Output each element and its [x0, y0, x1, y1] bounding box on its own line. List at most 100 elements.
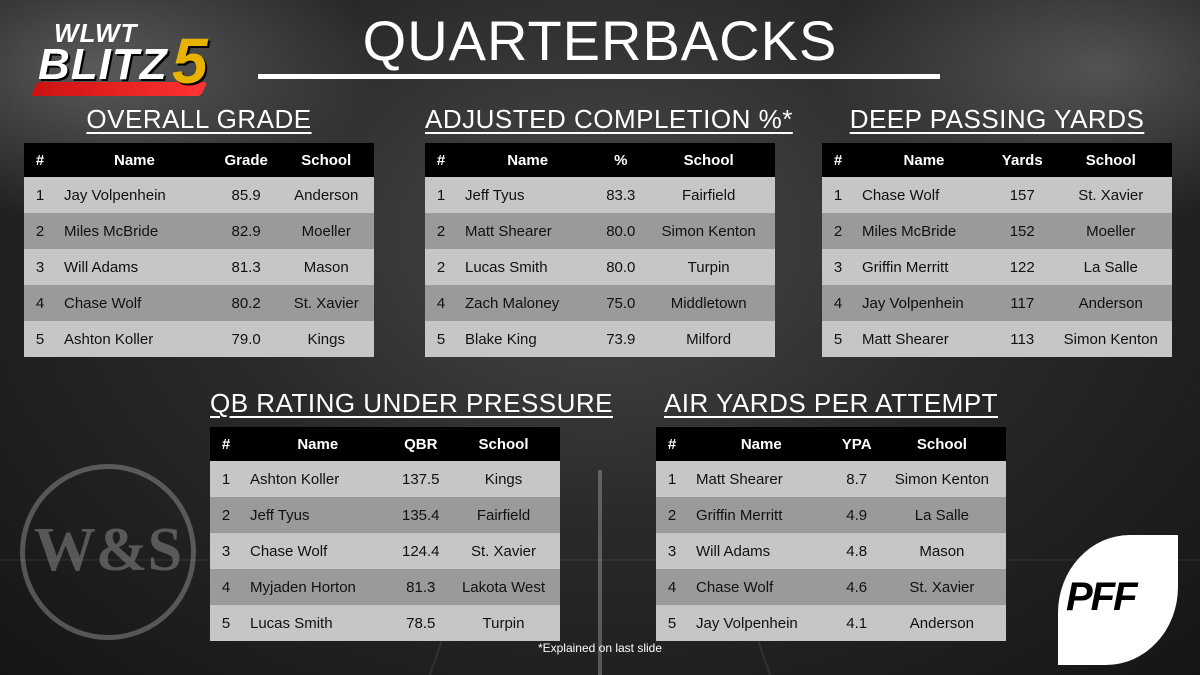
table-row: 3 Will Adams 81.3 Mason — [24, 249, 374, 285]
section-title: AIR YARDS PER ATTEMPT — [663, 388, 999, 418]
col-header-rank: # — [425, 143, 457, 177]
cell-value: 73.9 — [599, 321, 643, 357]
overall-grade-table: # Name Grade School 1 Jay Volpenhein 85.9 A… — [24, 143, 374, 357]
table-row: 2 Griffin Merritt 4.9 La Salle — [656, 497, 1006, 533]
air-yards-table: # Name YPA School 1 Matt Shearer 8.7 Simon … — [656, 427, 1006, 641]
cell-rank: 2 — [425, 249, 457, 285]
cell-name: Jeff Tyus — [457, 177, 600, 213]
col-header-value: YPA — [835, 427, 878, 461]
col-header-name: Name — [56, 143, 214, 177]
cell-school: Simon Kenton — [642, 213, 775, 249]
ws-logo-text: W&S — [33, 516, 183, 584]
cell-school: Simon Kenton — [1049, 321, 1172, 357]
col-header-name: Name — [854, 143, 995, 177]
cell-school: Kings — [447, 461, 560, 497]
pff-logo: PFF — [1058, 535, 1178, 665]
cell-school: Moeller — [1049, 213, 1172, 249]
cell-name: Matt Shearer — [688, 461, 836, 497]
cell-school: Anderson — [278, 177, 374, 213]
cell-rank: 5 — [210, 605, 242, 641]
adjusted-completion-table: # Name % School 1 Jeff Tyus 83.3 Fairfield 2… — [425, 143, 775, 357]
col-header-school: School — [642, 143, 775, 177]
deep-passing-section: DEEP PASSING YARDS # Name Yards School 1… — [822, 104, 1172, 357]
cell-rank: 4 — [822, 285, 854, 321]
cell-rank: 1 — [425, 177, 457, 213]
cell-name: Chase Wolf — [56, 285, 214, 321]
table-row: 5 Ashton Koller 79.0 Kings — [24, 321, 374, 357]
cell-rank: 5 — [656, 605, 688, 641]
logo-wlwt-text: WLWT — [54, 18, 138, 48]
cell-school: La Salle — [1049, 249, 1172, 285]
adjusted-completion-section: ADJUSTED COMPLETION %* # Name % School 1… — [425, 104, 793, 357]
cell-school: Milford — [642, 321, 775, 357]
table-row: 2 Lucas Smith 80.0 Turpin — [425, 249, 775, 285]
table-row: 5 Matt Shearer 113 Simon Kenton — [822, 321, 1172, 357]
cell-rank: 3 — [822, 249, 854, 285]
cell-value: 75.0 — [599, 285, 643, 321]
table-row: 1 Matt Shearer 8.7 Simon Kenton — [656, 461, 1006, 497]
col-header-value: Grade — [213, 143, 279, 177]
section-title: ADJUSTED COMPLETION %* — [425, 104, 793, 134]
col-header-value: Yards — [994, 143, 1050, 177]
cell-school: Lakota West — [447, 569, 560, 605]
cell-value: 83.3 — [599, 177, 643, 213]
cell-name: Miles McBride — [56, 213, 214, 249]
cell-name: Zach Maloney — [457, 285, 600, 321]
table-row: 2 Miles McBride 152 Moeller — [822, 213, 1172, 249]
cell-value: 81.3 — [213, 249, 279, 285]
cell-name: Matt Shearer — [854, 321, 995, 357]
cell-rank: 3 — [24, 249, 56, 285]
cell-name: Lucas Smith — [242, 605, 395, 641]
section-title: DEEP PASSING YARDS — [849, 104, 1145, 134]
qb-pressure-section: QB RATING UNDER PRESSURE # Name QBR Scho… — [210, 388, 614, 641]
section-title: OVERALL GRADE — [86, 104, 312, 134]
cell-rank: 1 — [210, 461, 242, 497]
cell-name: Chase Wolf — [242, 533, 395, 569]
cell-rank: 2 — [425, 213, 457, 249]
deep-passing-table: # Name Yards School 1 Chase Wolf 157 St. Xa… — [822, 143, 1172, 357]
cell-rank: 1 — [822, 177, 854, 213]
cell-name: Lucas Smith — [457, 249, 600, 285]
section-title: QB RATING UNDER PRESSURE — [210, 388, 614, 418]
table-row: 5 Blake King 73.9 Milford — [425, 321, 775, 357]
cell-value: 80.0 — [599, 213, 643, 249]
cell-value: 152 — [994, 213, 1050, 249]
cell-school: Fairfield — [447, 497, 560, 533]
cell-rank: 2 — [822, 213, 854, 249]
table-row: 4 Chase Wolf 4.6 St. Xavier — [656, 569, 1006, 605]
col-header-school: School — [877, 427, 1006, 461]
logo-five-text: 5 — [172, 25, 208, 97]
col-header-name: Name — [242, 427, 395, 461]
cell-name: Jay Volpenhein — [854, 285, 995, 321]
cell-rank: 2 — [656, 497, 688, 533]
cell-name: Will Adams — [688, 533, 836, 569]
table-row: 1 Jeff Tyus 83.3 Fairfield — [425, 177, 775, 213]
cell-name: Miles McBride — [854, 213, 995, 249]
cell-name: Blake King — [457, 321, 600, 357]
cell-rank: 4 — [24, 285, 56, 321]
table-row: 5 Jay Volpenhein 4.1 Anderson — [656, 605, 1006, 641]
cell-rank: 1 — [24, 177, 56, 213]
cell-value: 4.6 — [835, 569, 878, 605]
cell-school: Kings — [278, 321, 374, 357]
cell-school: Moeller — [278, 213, 374, 249]
cell-rank: 2 — [24, 213, 56, 249]
table-row: 4 Zach Maloney 75.0 Middletown — [425, 285, 775, 321]
overall-grade-section: OVERALL GRADE # Name Grade School 1 Jay V… — [24, 104, 374, 357]
cell-school: St. Xavier — [278, 285, 374, 321]
cell-value: 117 — [994, 285, 1050, 321]
col-header-rank: # — [656, 427, 688, 461]
col-header-name: Name — [688, 427, 836, 461]
col-header-rank: # — [24, 143, 56, 177]
cell-school: Turpin — [447, 605, 560, 641]
cell-name: Griffin Merritt — [688, 497, 836, 533]
cell-value: 113 — [994, 321, 1050, 357]
cell-value: 122 — [994, 249, 1050, 285]
cell-school: Mason — [278, 249, 374, 285]
col-header-rank: # — [210, 427, 242, 461]
table-row: 4 Chase Wolf 80.2 St. Xavier — [24, 285, 374, 321]
cell-rank: 5 — [822, 321, 854, 357]
cell-name: Ashton Koller — [242, 461, 395, 497]
title-underline — [258, 74, 940, 79]
table-row: 4 Myjaden Horton 81.3 Lakota West — [210, 569, 560, 605]
